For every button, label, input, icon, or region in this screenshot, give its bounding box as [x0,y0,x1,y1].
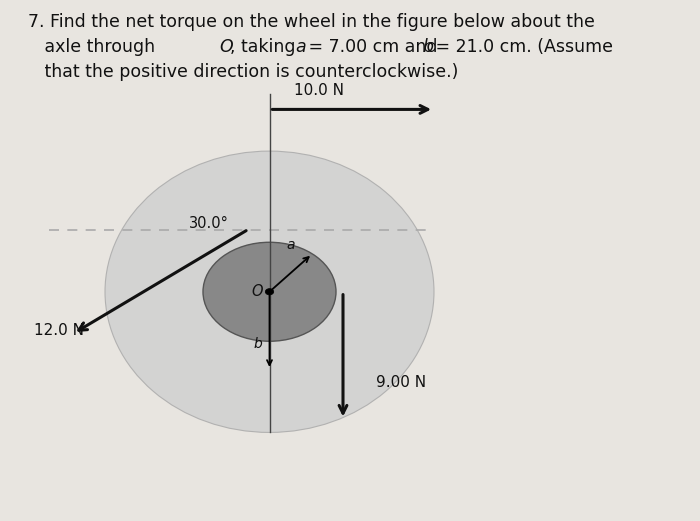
Text: that the positive direction is counterclockwise.): that the positive direction is countercl… [28,63,458,81]
Text: O: O [252,284,263,299]
Text: = 21.0 cm. (Assume: = 21.0 cm. (Assume [430,38,612,56]
Text: b: b [253,337,262,351]
Text: a: a [286,238,295,252]
Text: 30.0°: 30.0° [189,216,229,231]
Ellipse shape [105,151,434,432]
Text: axle through: axle through [28,38,160,56]
Text: a: a [295,38,306,56]
Text: 7. Find the net torque on the wheel in the figure below about the: 7. Find the net torque on the wheel in t… [28,13,595,31]
Text: b: b [423,38,434,56]
Text: 9.00 N: 9.00 N [376,376,426,390]
Text: 10.0 N: 10.0 N [293,83,344,98]
Text: 12.0 N: 12.0 N [34,324,83,338]
Circle shape [265,289,274,295]
Text: = 7.00 cm and: = 7.00 cm and [303,38,443,56]
Text: , taking: , taking [230,38,300,56]
Text: O: O [219,38,232,56]
Circle shape [203,242,336,341]
